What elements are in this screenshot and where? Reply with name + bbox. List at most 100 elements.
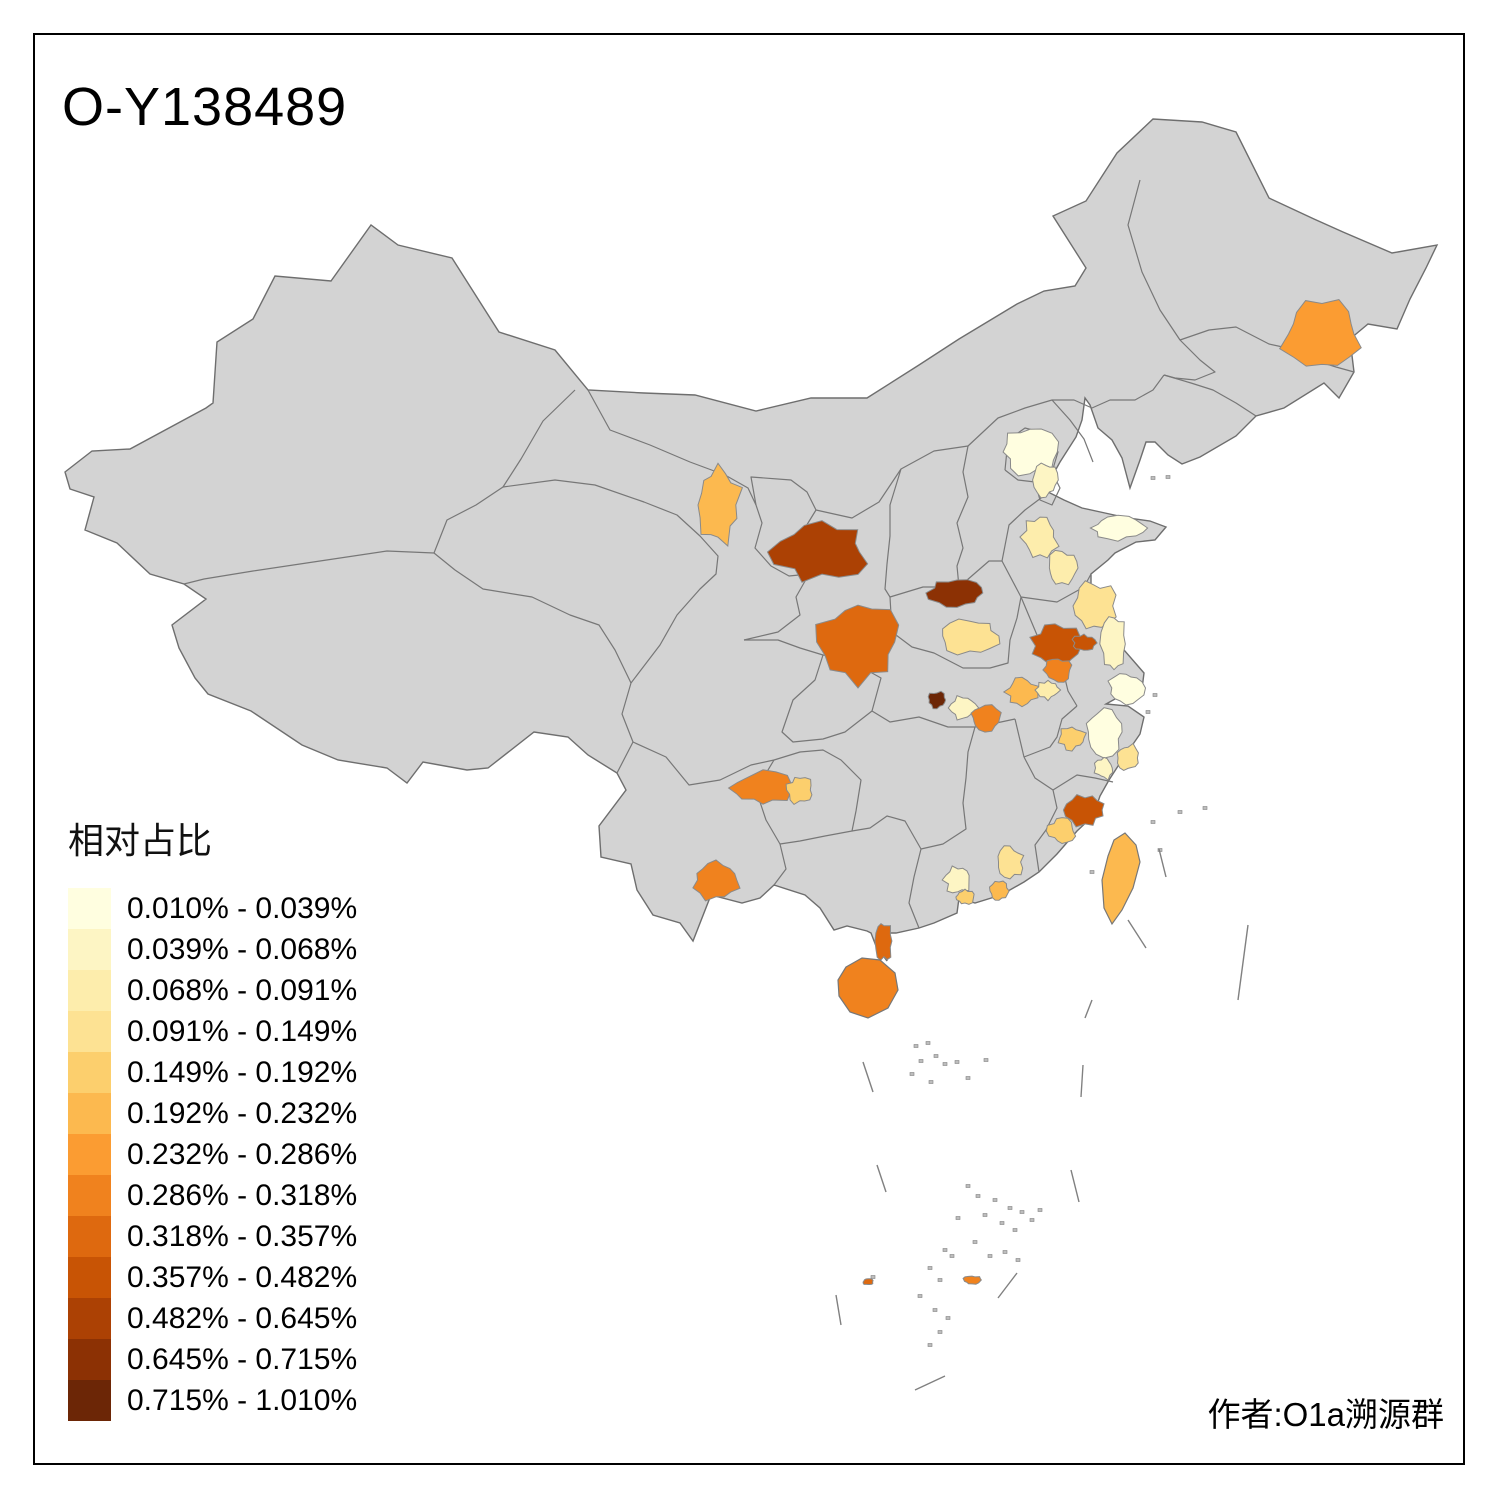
island-speck [1089,870,1095,874]
province-border-30 [1052,774,1114,791]
island-speck [927,1266,933,1270]
island-speck [1152,693,1158,697]
map-region-r20 [970,704,1002,733]
legend-row: 0.286% - 0.318% [68,1175,357,1216]
map-region-r35 [988,880,1010,901]
legend-row: 0.232% - 0.286% [68,1134,357,1175]
island-speck [972,1240,978,1244]
island-speck [983,1058,989,1062]
map-region-r36 [874,923,893,962]
map-region-r05 [815,604,900,689]
island-speck [1145,710,1151,714]
sea-boundary-dash [1070,1169,1080,1203]
map-region-r24 [1085,707,1123,759]
island-speck [927,1343,933,1347]
province-border-29 [1023,756,1058,873]
legend-swatch-9 [68,1216,111,1257]
map-region-r14 [1071,633,1098,651]
sea-boundary-dash [1158,848,1167,878]
province-border-8 [815,374,1165,519]
island-speck [1177,810,1183,814]
map-region-r30 [785,776,813,806]
sea-boundary-dash [997,1272,1018,1299]
legend-title: 相对占比 [68,820,213,861]
map-region-r21 [1002,676,1039,708]
island-speck [942,1062,948,1066]
province-border-31 [1127,179,1216,381]
island-speck [1029,1218,1035,1222]
map-region-r29 [727,769,799,805]
legend-row: 0.318% - 0.357% [68,1216,357,1257]
island-speck [1007,1206,1013,1210]
province-border-25 [851,815,922,929]
legend-swatch-4 [68,1011,111,1052]
island-speck [1019,1210,1025,1214]
island-speck [987,1254,993,1258]
island-speck [955,1216,961,1220]
province-border-21 [781,654,873,743]
island-speck [1037,1208,1043,1212]
map-region-r31 [692,859,741,902]
map-region-r04 [925,579,984,608]
sea-boundary-dash [835,1294,842,1326]
attribution: 作者:O1a溯源群 [1207,1396,1444,1433]
island-speck [937,1278,943,1282]
legend-label: 0.149% - 0.192% [127,1056,358,1089]
map-region-r23 [1057,726,1087,752]
legend-label: 0.715% - 1.010% [127,1384,358,1417]
island-speck [999,1221,1005,1225]
map-region-r02 [697,462,744,548]
island-speck [870,1275,876,1279]
legend: 相对占比 0.010% - 0.039% 0.039% - 0.068% 0.068… [68,812,357,1421]
province-border-26 [920,726,976,850]
legend-row: 0.149% - 0.192% [68,1052,357,1093]
island-speck [965,1076,971,1080]
legend-swatch-5 [68,1052,111,1093]
map-region-r08 [1019,516,1060,559]
sea-boundary-dash [914,1375,946,1391]
province-border-9 [884,468,902,598]
map-region-r16 [1099,616,1126,671]
map-region-r22 [1034,679,1062,702]
province-border-19 [743,573,810,641]
island-speck [1002,1250,1008,1254]
legend-row: 0.091% - 0.149% [68,1011,357,1052]
legend-swatch-2 [68,929,111,970]
island-speck [954,1060,960,1064]
legend-swatch-8 [68,1175,111,1216]
island-speck [932,1308,938,1312]
island-speck [1202,806,1208,810]
island-speck [928,1080,934,1084]
map-region-r17 [1107,673,1147,706]
map-region-r12 [942,618,1001,656]
map-region-r33 [955,888,975,905]
map-region-r03 [766,520,869,583]
legend-label: 0.091% - 0.149% [127,1015,358,1048]
legend-label: 0.357% - 0.482% [127,1261,358,1294]
island-speck [909,1072,915,1076]
legend-label: 0.318% - 0.357% [127,1220,358,1253]
legend-row: 0.357% - 0.482% [68,1257,357,1298]
island-speck [965,1184,971,1188]
map-region-r27 [1045,817,1077,845]
legend-label: 0.645% - 0.715% [127,1343,358,1376]
sea-boundary-dash [1084,999,1093,1019]
map-region-r38 [862,1278,874,1285]
legend-swatch-12 [68,1339,111,1380]
sea-boundary-dash [862,1061,874,1093]
legend-label: 0.010% - 0.039% [127,892,358,925]
map-region-r34 [997,845,1025,880]
legend-label: 0.068% - 0.091% [127,974,358,1007]
island-speck [949,1254,955,1258]
province-border-6 [587,389,757,506]
sea-boundary-dash [1080,1064,1084,1098]
map-region-r28 [1093,756,1114,781]
map-region-r15 [1042,658,1073,683]
island-speck [917,1294,923,1298]
legend-row: 0.039% - 0.068% [68,929,357,970]
legend-swatch-13 [68,1380,111,1421]
map-region-r01 [1279,299,1362,367]
map-region-r37 [962,1275,982,1285]
province-border-3 [433,552,632,684]
